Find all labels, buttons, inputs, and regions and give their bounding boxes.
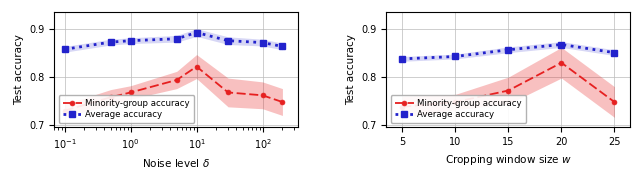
Average accuracy bbox=[193, 32, 200, 34]
Line: Minority-group accuracy: Minority-group accuracy bbox=[400, 60, 617, 109]
Minority-group accuracy bbox=[278, 101, 286, 103]
Minority-group accuracy bbox=[504, 89, 512, 92]
Minority-group accuracy bbox=[193, 65, 200, 68]
Average accuracy bbox=[107, 41, 115, 43]
Line: Average accuracy: Average accuracy bbox=[61, 29, 286, 53]
Minority-group accuracy bbox=[611, 101, 618, 103]
Legend: Minority-group accuracy, Average accuracy: Minority-group accuracy, Average accurac… bbox=[59, 95, 195, 123]
Average accuracy bbox=[224, 40, 232, 42]
X-axis label: Cropping window size $w$: Cropping window size $w$ bbox=[445, 153, 572, 167]
Average accuracy bbox=[451, 55, 459, 58]
Average accuracy bbox=[259, 42, 266, 44]
Minority-group accuracy bbox=[127, 91, 134, 93]
Minority-group accuracy bbox=[399, 106, 406, 108]
Minority-group accuracy bbox=[107, 96, 115, 98]
Average accuracy bbox=[61, 48, 68, 50]
Minority-group accuracy bbox=[173, 79, 180, 81]
Minority-group accuracy bbox=[61, 110, 68, 112]
Average accuracy bbox=[504, 49, 512, 51]
Minority-group accuracy bbox=[224, 91, 232, 93]
Average accuracy bbox=[127, 40, 134, 42]
Y-axis label: Test accuracy: Test accuracy bbox=[13, 35, 24, 105]
Average accuracy bbox=[399, 58, 406, 60]
Minority-group accuracy bbox=[451, 101, 459, 103]
Line: Average accuracy: Average accuracy bbox=[399, 41, 618, 62]
Minority-group accuracy bbox=[557, 62, 565, 64]
Average accuracy bbox=[173, 38, 180, 40]
Average accuracy bbox=[278, 45, 286, 47]
Minority-group accuracy bbox=[259, 94, 266, 96]
Line: Minority-group accuracy: Minority-group accuracy bbox=[62, 64, 285, 113]
Average accuracy bbox=[611, 52, 618, 54]
Legend: Minority-group accuracy, Average accuracy: Minority-group accuracy, Average accurac… bbox=[390, 95, 526, 123]
X-axis label: Noise level $\delta$: Noise level $\delta$ bbox=[143, 156, 211, 169]
Y-axis label: Test accuracy: Test accuracy bbox=[346, 35, 356, 105]
Average accuracy bbox=[557, 43, 565, 45]
